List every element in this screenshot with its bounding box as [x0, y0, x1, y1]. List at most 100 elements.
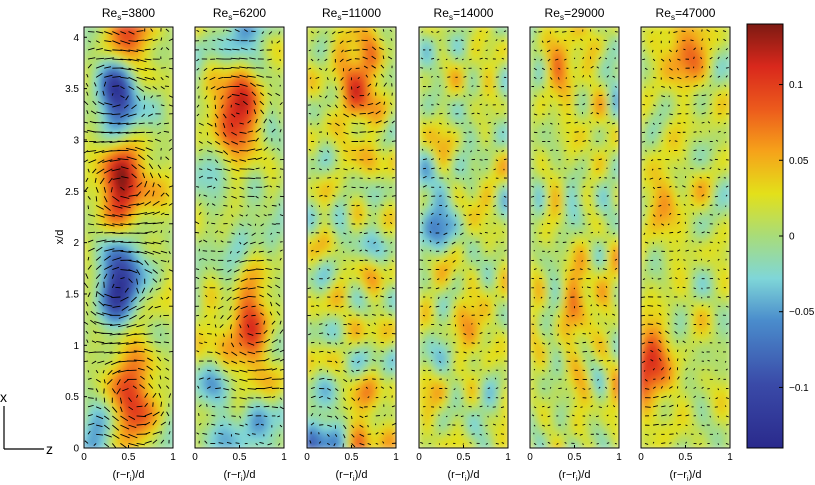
- heatmap-cell: [227, 422, 235, 431]
- heatmap-cell: [155, 362, 163, 371]
- vector-arrow: [97, 292, 105, 298]
- vector-arrow: [310, 278, 314, 280]
- heatmap-cell: [155, 152, 163, 161]
- heatmap-cell: [271, 284, 280, 293]
- heatmap-cell: [99, 416, 108, 425]
- heatmap-cell: [311, 140, 320, 149]
- vector-arrow: [381, 432, 385, 435]
- vector-arrow: [332, 194, 336, 197]
- heatmap-cell: [266, 122, 274, 131]
- heatmap-cell: [232, 110, 241, 119]
- heatmap-cell: [255, 230, 263, 239]
- heatmap-cell: [232, 386, 241, 395]
- vector-arrow: [255, 137, 259, 142]
- heatmap-cell: [210, 392, 219, 401]
- heatmap-cell: [110, 176, 119, 185]
- vector-arrow: [195, 221, 200, 225]
- heatmap-cell: [266, 170, 274, 179]
- heatmap-cell: [372, 32, 381, 41]
- heatmap-cell: [133, 164, 141, 173]
- vector-arrow: [373, 241, 377, 244]
- heatmap-cell: [94, 260, 102, 269]
- heatmap-cell: [344, 224, 353, 233]
- vector-arrow: [144, 86, 152, 90]
- heatmap-cell: [322, 110, 331, 119]
- heatmap-cell: [238, 398, 247, 407]
- vector-arrow: [260, 312, 265, 316]
- heatmap-cell: [84, 422, 91, 431]
- heatmap-cell: [110, 218, 119, 227]
- heatmap-cell: [116, 80, 124, 89]
- vector-arrow: [204, 314, 208, 318]
- heatmap-cell: [105, 290, 113, 299]
- vector-arrow: [136, 30, 144, 33]
- vector-arrow: [165, 75, 170, 78]
- heatmap-cell: [389, 236, 396, 245]
- heatmap-cell: [350, 290, 359, 299]
- heatmap-cell: [232, 146, 241, 155]
- heatmap-cell: [160, 380, 169, 389]
- heatmap-cell: [383, 200, 392, 209]
- heatmap-cell: [271, 260, 280, 269]
- heatmap-cell: [84, 188, 91, 197]
- heatmap-cell: [221, 242, 230, 251]
- heatmap-cell: [216, 380, 224, 389]
- heatmap-cell: [133, 27, 141, 35]
- heatmap-cell: [221, 116, 230, 125]
- heatmap-cell: [116, 188, 124, 197]
- heatmap-cell: [333, 296, 342, 305]
- heatmap-cell: [195, 50, 202, 59]
- heatmap-cell: [227, 104, 235, 113]
- heatmap-cell: [361, 362, 370, 371]
- heatmap-cell: [344, 290, 353, 299]
- heatmap-cell: [216, 410, 224, 419]
- vector-arrow: [276, 40, 281, 44]
- heatmap-cell: [344, 146, 353, 155]
- heatmap-cell: [133, 386, 141, 395]
- heatmap-cell: [317, 440, 325, 448]
- heatmap-cell: [121, 224, 130, 233]
- heatmap-cell: [255, 428, 263, 437]
- vector-arrow: [104, 240, 116, 243]
- heatmap-cell: [389, 284, 396, 293]
- heatmap-cell: [149, 296, 158, 305]
- vector-arrow: [165, 28, 170, 32]
- heatmap-cell: [350, 440, 359, 448]
- heatmap-cell: [328, 146, 336, 155]
- heatmap-cell: [271, 146, 280, 155]
- vector-arrow: [95, 369, 99, 374]
- heatmap-cell: [389, 116, 396, 125]
- heatmap-cell: [339, 266, 347, 275]
- heatmap-cell: [389, 62, 396, 71]
- heatmap-cell: [121, 86, 130, 95]
- heatmap-cell: [339, 290, 347, 299]
- heatmap-cell: [307, 140, 314, 149]
- vector-arrow: [108, 177, 113, 184]
- heatmap-cell: [271, 44, 280, 53]
- vector-arrow: [335, 388, 339, 392]
- heatmap-cell: [166, 32, 173, 41]
- heatmap-cell: [266, 56, 274, 65]
- heatmap-cell: [322, 176, 331, 185]
- heatmap-cell: [277, 50, 284, 59]
- heatmap-cell: [311, 386, 320, 395]
- heatmap-cell: [317, 230, 325, 239]
- heatmap-cell: [88, 188, 97, 197]
- heatmap-cell: [266, 326, 274, 335]
- heatmap-cell: [322, 158, 331, 167]
- heatmap-cell: [277, 62, 284, 71]
- heatmap-cell: [367, 122, 375, 131]
- heatmap-cell: [232, 206, 241, 215]
- x-tick-label: 0: [81, 452, 87, 463]
- heatmap-cell: [94, 422, 102, 431]
- heatmap-cell: [199, 170, 208, 179]
- vector-arrow: [343, 113, 349, 118]
- heatmap-cell: [88, 320, 97, 329]
- heatmap-cell: [372, 122, 381, 131]
- heatmap-cell: [317, 428, 325, 437]
- heatmap-cell: [367, 188, 375, 197]
- vector-arrow: [168, 287, 172, 291]
- heatmap-cell: [333, 260, 342, 269]
- vector-arrow: [214, 123, 217, 128]
- heatmap-cell: [238, 224, 247, 233]
